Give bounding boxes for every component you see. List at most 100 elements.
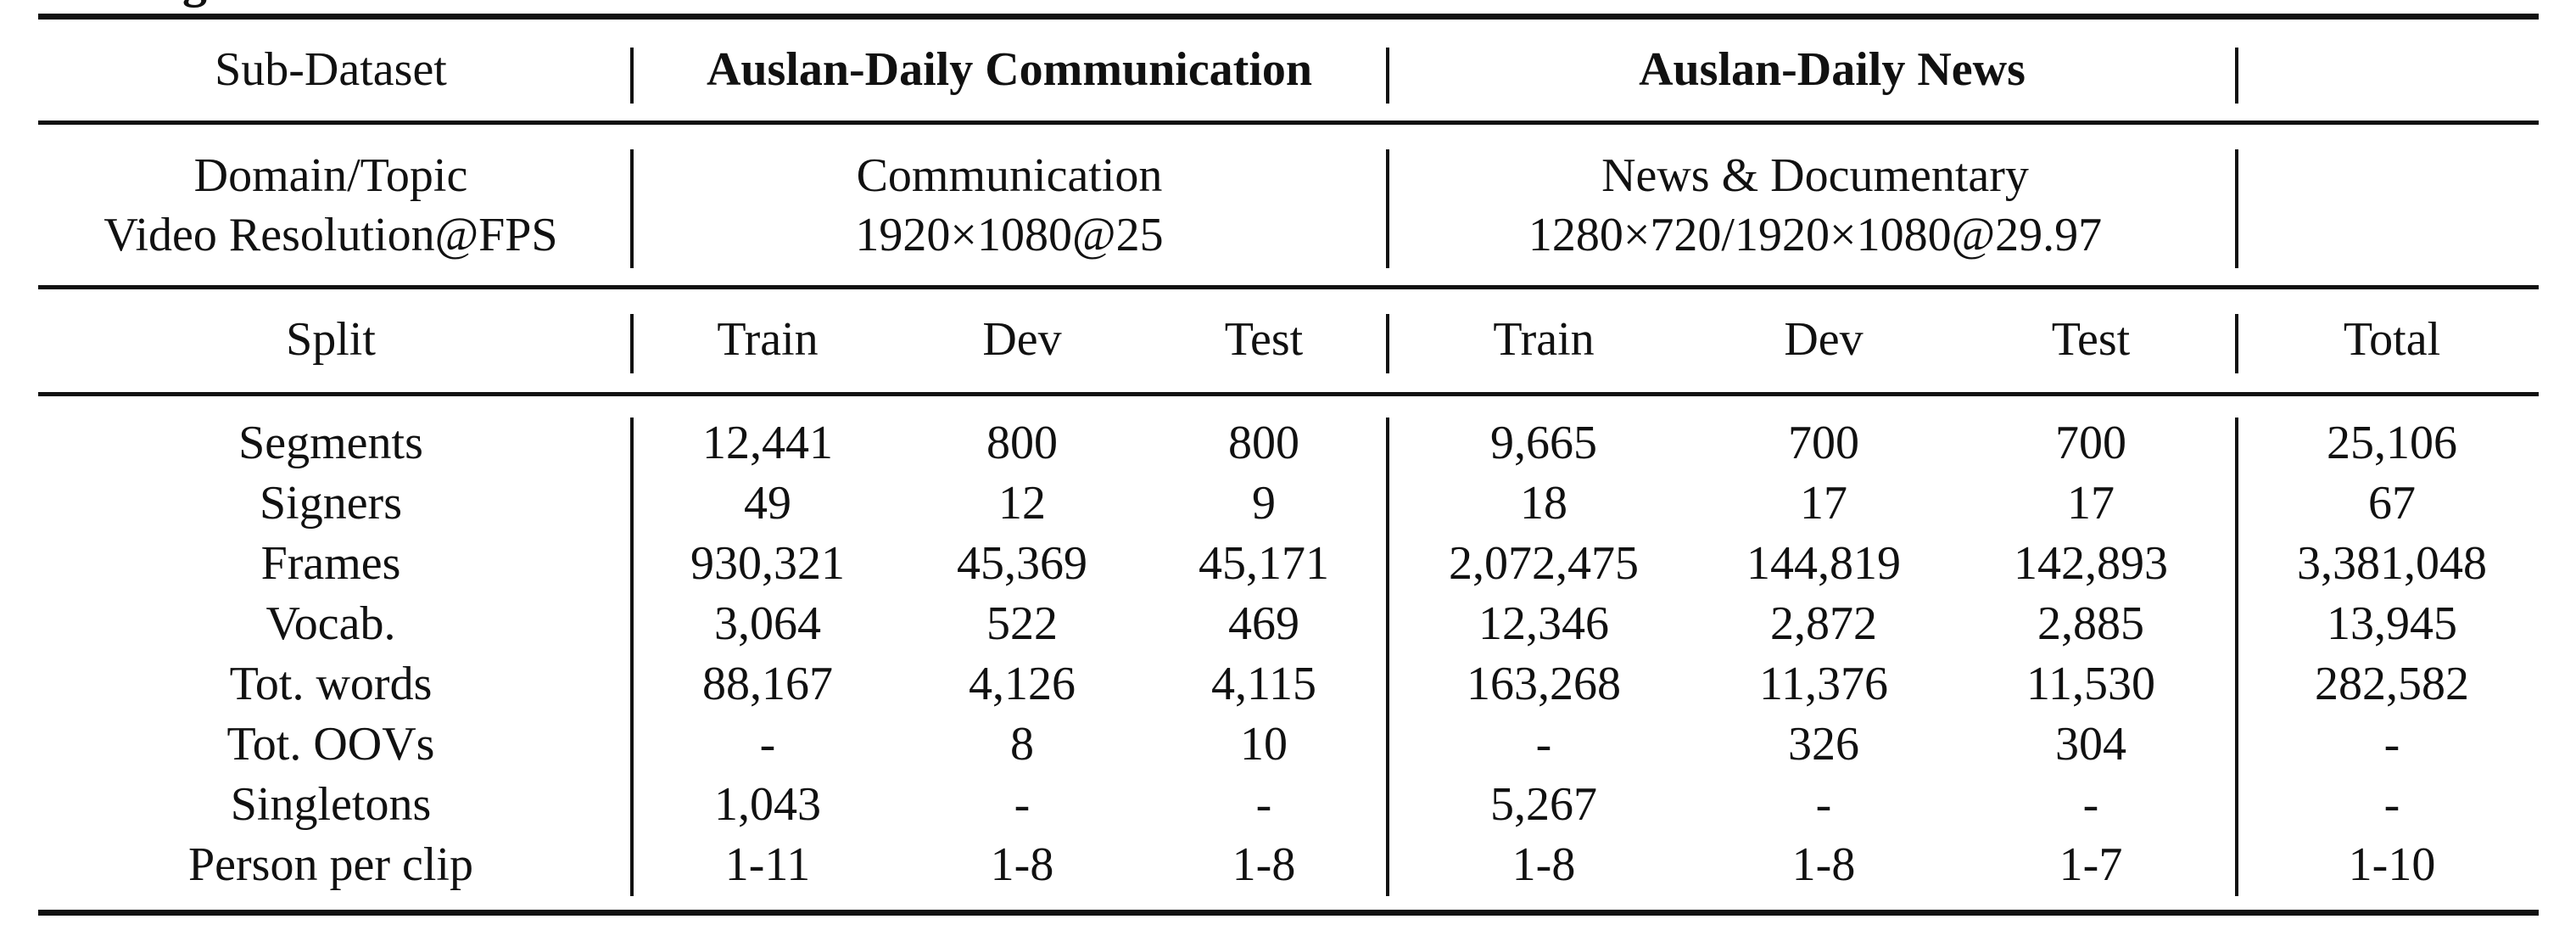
- table-cell: 142,893: [2014, 537, 2168, 590]
- separator-comm-news: [1386, 149, 1389, 268]
- table-cell: 25,106: [2327, 417, 2457, 469]
- separator-label-col: [630, 48, 634, 104]
- separator-news-total: [2235, 418, 2238, 896]
- separator-news-total: [2235, 314, 2238, 373]
- table-cell: 1-8: [1512, 838, 1576, 891]
- table-cell: 9: [1252, 477, 1276, 530]
- table-cell: 800: [1228, 417, 1299, 469]
- table-cell: 10: [1240, 718, 1288, 771]
- table-cell: 930,321: [690, 537, 845, 590]
- table-cell: 700: [2055, 417, 2126, 469]
- table-cell: -: [759, 718, 776, 771]
- table-cell: 1-8: [1232, 838, 1296, 891]
- cut-off-caption-fragment: g: [182, 0, 207, 5]
- table-cell: 3,381,048: [2297, 537, 2487, 590]
- table-cell: 3,064: [714, 597, 821, 650]
- table-cell: 4,126: [969, 658, 1076, 710]
- bottom-rule: [38, 910, 2539, 916]
- domain-topic-label: Domain/Topic: [193, 149, 468, 202]
- row-label: Tot. words: [229, 658, 433, 710]
- group-header-daily-communication: Auslan-Daily Communication: [706, 43, 1313, 96]
- rule-after-split: [38, 392, 2539, 396]
- separator-comm-news: [1386, 314, 1389, 373]
- table-cell: 18: [1520, 477, 1567, 530]
- domain-communication: Communication: [856, 149, 1163, 202]
- table-cell: 144,819: [1746, 537, 1901, 590]
- table-cell: 163,268: [1467, 658, 1621, 710]
- table-cell: -: [2383, 718, 2400, 771]
- split-col-header: Train: [717, 313, 819, 366]
- separator-label-col: [630, 418, 634, 896]
- meta-news: News & Documentary 1280×720/1920×1080@29…: [1408, 146, 2222, 265]
- table-cell: 326: [1788, 718, 1859, 771]
- table-cell: -: [1815, 778, 1832, 831]
- resolution-news: 1280×720/1920×1080@29.97: [1528, 209, 2103, 261]
- table-cell: 4,115: [1211, 658, 1316, 710]
- table-cell: 49: [744, 477, 791, 530]
- table-cell: 5,267: [1490, 778, 1597, 831]
- table-cell: 17: [2067, 477, 2115, 530]
- top-rule: [38, 14, 2539, 20]
- table-cell: 282,582: [2315, 658, 2469, 710]
- table-cell: 12: [998, 477, 1046, 530]
- table-cell: 522: [986, 597, 1058, 650]
- meta-communication: Communication 1920×1080@25: [662, 146, 1357, 265]
- row-label: Tot. OOVs: [226, 718, 435, 771]
- table-cell: 11,530: [2026, 658, 2155, 710]
- split-col-header: Test: [1224, 313, 1304, 366]
- table-cell: 1-10: [2348, 838, 2436, 891]
- table-cell: 2,072,475: [1449, 537, 1639, 590]
- row-label: Frames: [260, 537, 401, 590]
- split-label: Split: [286, 313, 376, 366]
- table-cell: 12,346: [1478, 597, 1609, 650]
- table-cell: 1-8: [990, 838, 1054, 891]
- table-cell: 1,043: [714, 778, 821, 831]
- rule-after-header: [38, 121, 2539, 125]
- table-cell: 8: [1010, 718, 1034, 771]
- table-cell: 45,171: [1199, 537, 1329, 590]
- table-cell: 2,885: [2037, 597, 2144, 650]
- group-header-daily-news: Auslan-Daily News: [1639, 43, 2026, 96]
- split-col-header: Test: [2051, 313, 2131, 366]
- table-cell: 1-7: [2059, 838, 2123, 891]
- table-cell: 469: [1228, 597, 1299, 650]
- sub-dataset-label: Sub-Dataset: [215, 43, 447, 96]
- table-cell: 17: [1800, 477, 1847, 530]
- table-cell: 1-8: [1791, 838, 1856, 891]
- table-cell: 800: [986, 417, 1058, 469]
- row-label: Segments: [238, 417, 423, 469]
- table-cell: 1-11: [724, 838, 811, 891]
- table-cell: -: [1535, 718, 1552, 771]
- table-cell: 88,167: [702, 658, 833, 710]
- table-cell: -: [2383, 778, 2400, 831]
- meta-label: Domain/Topic Video Resolution@FPS: [76, 146, 585, 265]
- table-cell: 12,441: [702, 417, 833, 469]
- table-cell: -: [1255, 778, 1272, 831]
- resolution-communication: 1920×1080@25: [855, 209, 1164, 261]
- table-cell: -: [2082, 778, 2099, 831]
- row-label: Signers: [260, 477, 402, 530]
- row-label: Singletons: [230, 778, 432, 831]
- separator-comm-news: [1386, 48, 1389, 104]
- split-col-header: Total: [2343, 313, 2441, 366]
- split-col-header: Train: [1493, 313, 1595, 366]
- separator-label-col: [630, 149, 634, 268]
- table-cell: -: [1014, 778, 1031, 831]
- rule-after-meta: [38, 285, 2539, 289]
- domain-news: News & Documentary: [1601, 149, 2029, 202]
- row-label: Person per clip: [188, 838, 473, 891]
- table-cell: 13,945: [2327, 597, 2457, 650]
- table-cell: 67: [2368, 477, 2416, 530]
- table-cell: 700: [1788, 417, 1859, 469]
- table-cell: 11,376: [1759, 658, 1888, 710]
- video-resolution-fps-label: Video Resolution@FPS: [103, 209, 558, 261]
- table-cell: 45,369: [957, 537, 1087, 590]
- separator-label-col: [630, 314, 634, 373]
- separator-comm-news: [1386, 418, 1389, 896]
- separator-news-total: [2235, 149, 2238, 268]
- row-label: Vocab.: [265, 597, 396, 650]
- table-cell: 2,872: [1770, 597, 1877, 650]
- separator-news-total: [2235, 48, 2238, 104]
- table-cell: 304: [2055, 718, 2126, 771]
- split-col-header: Dev: [982, 313, 1062, 366]
